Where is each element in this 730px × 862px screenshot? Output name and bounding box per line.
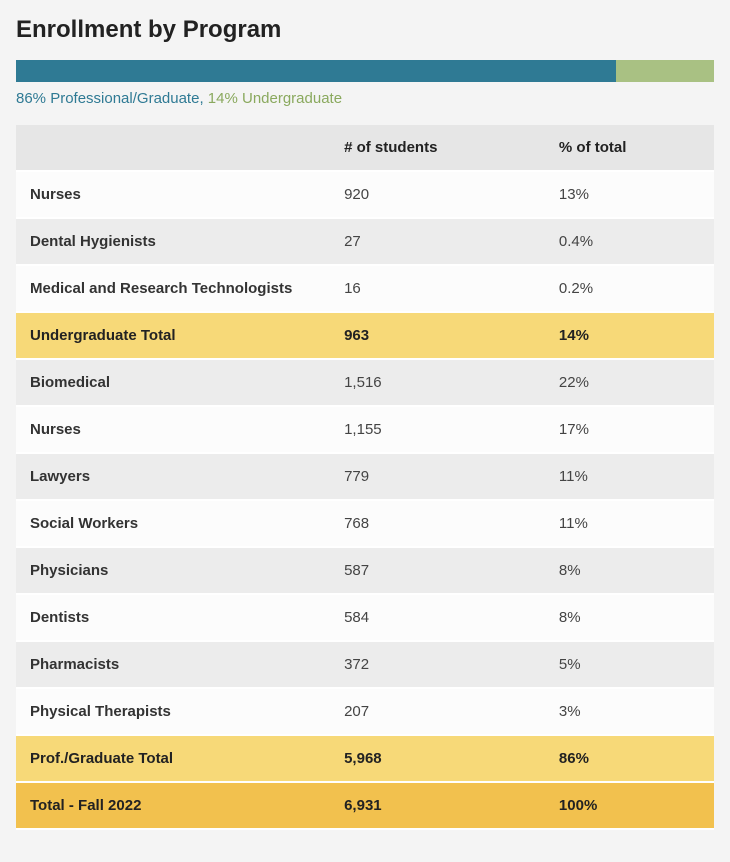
table-row: Social Workers76811% bbox=[16, 500, 714, 547]
row-label: Biomedical bbox=[16, 359, 330, 406]
table-row: Medical and Research Technologists160.2% bbox=[16, 265, 714, 312]
row-students: 768 bbox=[330, 500, 545, 547]
enrollment-bar bbox=[16, 60, 714, 82]
row-students: 16 bbox=[330, 265, 545, 312]
row-students: 584 bbox=[330, 594, 545, 641]
legend-part-0: 86% Professional/Graduate bbox=[16, 90, 199, 107]
bar-segment-1 bbox=[616, 60, 714, 82]
row-pct: 5% bbox=[545, 641, 714, 688]
row-pct: 100% bbox=[545, 782, 714, 829]
row-pct: 0.4% bbox=[545, 218, 714, 265]
legend-part-2: 14% Undergraduate bbox=[208, 90, 342, 107]
table-row: Physical Therapists2073% bbox=[16, 688, 714, 735]
row-pct: 13% bbox=[545, 171, 714, 218]
row-pct: 86% bbox=[545, 735, 714, 782]
row-pct: 17% bbox=[545, 406, 714, 453]
table-row: Lawyers77911% bbox=[16, 453, 714, 500]
row-students: 5,968 bbox=[330, 735, 545, 782]
row-students: 1,516 bbox=[330, 359, 545, 406]
row-label: Nurses bbox=[16, 171, 330, 218]
row-students: 587 bbox=[330, 547, 545, 594]
legend-part-1: , bbox=[199, 90, 207, 107]
bar-legend: 86% Professional/Graduate, 14% Undergrad… bbox=[16, 90, 714, 107]
col-header-0 bbox=[16, 125, 330, 171]
col-header-2: % of total bbox=[545, 125, 714, 171]
row-pct: 3% bbox=[545, 688, 714, 735]
row-pct: 0.2% bbox=[545, 265, 714, 312]
table-row: Biomedical1,51622% bbox=[16, 359, 714, 406]
table-row: Nurses1,15517% bbox=[16, 406, 714, 453]
table-row: Pharmacists3725% bbox=[16, 641, 714, 688]
row-students: 372 bbox=[330, 641, 545, 688]
table-row: Prof./Graduate Total5,96886% bbox=[16, 735, 714, 782]
bar-segment-0 bbox=[16, 60, 616, 82]
row-pct: 14% bbox=[545, 312, 714, 359]
table-row: Undergraduate Total96314% bbox=[16, 312, 714, 359]
row-label: Total - Fall 2022 bbox=[16, 782, 330, 829]
row-students: 920 bbox=[330, 171, 545, 218]
col-header-1: # of students bbox=[330, 125, 545, 171]
row-pct: 22% bbox=[545, 359, 714, 406]
enrollment-table: # of students% of total Nurses92013%Dent… bbox=[16, 125, 714, 830]
table-row: Total - Fall 20226,931100% bbox=[16, 782, 714, 829]
row-students: 6,931 bbox=[330, 782, 545, 829]
row-label: Pharmacists bbox=[16, 641, 330, 688]
row-pct: 11% bbox=[545, 500, 714, 547]
row-label: Nurses bbox=[16, 406, 330, 453]
row-pct: 8% bbox=[545, 547, 714, 594]
row-label: Undergraduate Total bbox=[16, 312, 330, 359]
row-label: Prof./Graduate Total bbox=[16, 735, 330, 782]
table-row: Dental Hygienists270.4% bbox=[16, 218, 714, 265]
row-label: Social Workers bbox=[16, 500, 330, 547]
row-label: Medical and Research Technologists bbox=[16, 265, 330, 312]
table-row: Dentists5848% bbox=[16, 594, 714, 641]
row-label: Lawyers bbox=[16, 453, 330, 500]
page-title: Enrollment by Program bbox=[16, 16, 714, 44]
row-label: Dental Hygienists bbox=[16, 218, 330, 265]
row-students: 207 bbox=[330, 688, 545, 735]
row-pct: 11% bbox=[545, 453, 714, 500]
row-students: 27 bbox=[330, 218, 545, 265]
table-row: Nurses92013% bbox=[16, 171, 714, 218]
row-students: 1,155 bbox=[330, 406, 545, 453]
row-pct: 8% bbox=[545, 594, 714, 641]
row-label: Physical Therapists bbox=[16, 688, 330, 735]
row-students: 963 bbox=[330, 312, 545, 359]
row-label: Physicians bbox=[16, 547, 330, 594]
row-students: 779 bbox=[330, 453, 545, 500]
row-label: Dentists bbox=[16, 594, 330, 641]
table-row: Physicians5878% bbox=[16, 547, 714, 594]
